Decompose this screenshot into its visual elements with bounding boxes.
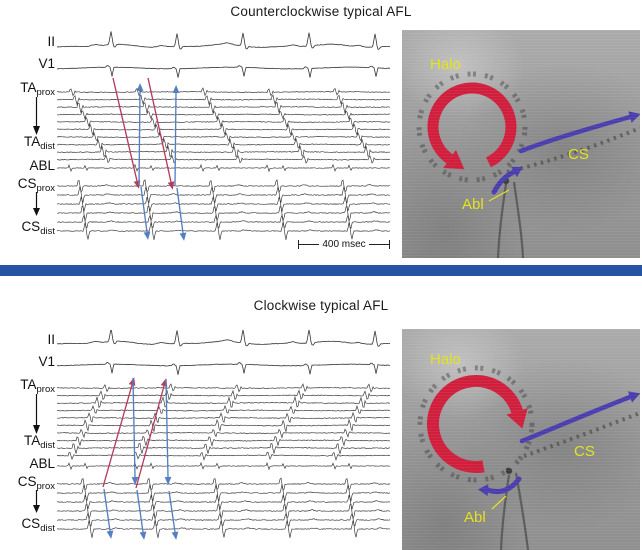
down-arrow-icon <box>33 192 40 216</box>
scale-tick <box>298 239 299 249</box>
ecg-traces <box>56 31 391 241</box>
channel-label-cs-dist: CSdist <box>21 516 55 534</box>
ecg-traces <box>56 330 391 540</box>
catheter-overlay <box>416 71 640 258</box>
channel-label-ta-prox: TAprox <box>20 80 55 98</box>
abl-label: Abl <box>462 196 484 213</box>
channel-label-v1: V1 <box>38 354 55 369</box>
scale-line <box>299 243 320 245</box>
channel-label-abl: ABL <box>29 158 55 173</box>
halo-label: Halo <box>430 56 461 73</box>
panel-title: Clockwise typical AFL <box>253 298 389 313</box>
fluoro-image: Halo CS Abl <box>402 30 640 258</box>
catheter-overlay <box>417 365 640 550</box>
channel-label-ta-dist: TAdist <box>23 134 55 152</box>
channel-label-ta-prox: TAprox <box>20 377 55 395</box>
scale-line <box>368 243 390 245</box>
channel-label-ta-dist: TAdist <box>23 433 55 451</box>
halo-label: Halo <box>430 351 461 368</box>
abl-label: Abl <box>464 509 486 526</box>
scale-label: 400 msec <box>322 238 366 250</box>
cs-label: CS <box>568 146 589 163</box>
scale-tick <box>389 239 391 249</box>
channel-label-cs-prox: CSprox <box>17 176 55 194</box>
time-scale-bar: 400 msec <box>298 237 391 251</box>
channel-label-cs-prox: CSprox <box>17 474 55 492</box>
channel-label-ii: II <box>47 332 55 347</box>
channel-label-cs-dist: CSdist <box>21 219 55 237</box>
cs-label: CS <box>574 443 595 460</box>
channel-label-abl: ABL <box>29 456 55 471</box>
down-arrow-icon <box>33 97 40 135</box>
divider-bar <box>0 265 642 276</box>
down-arrow-icon <box>33 394 40 434</box>
down-arrow-icon <box>33 490 40 513</box>
channel-label-ii: II <box>47 34 55 49</box>
channel-label-v1: V1 <box>38 56 55 71</box>
panel-title: Counterclockwise typical AFL <box>230 4 412 19</box>
fluoro-image: Halo CS Abl <box>402 329 640 550</box>
